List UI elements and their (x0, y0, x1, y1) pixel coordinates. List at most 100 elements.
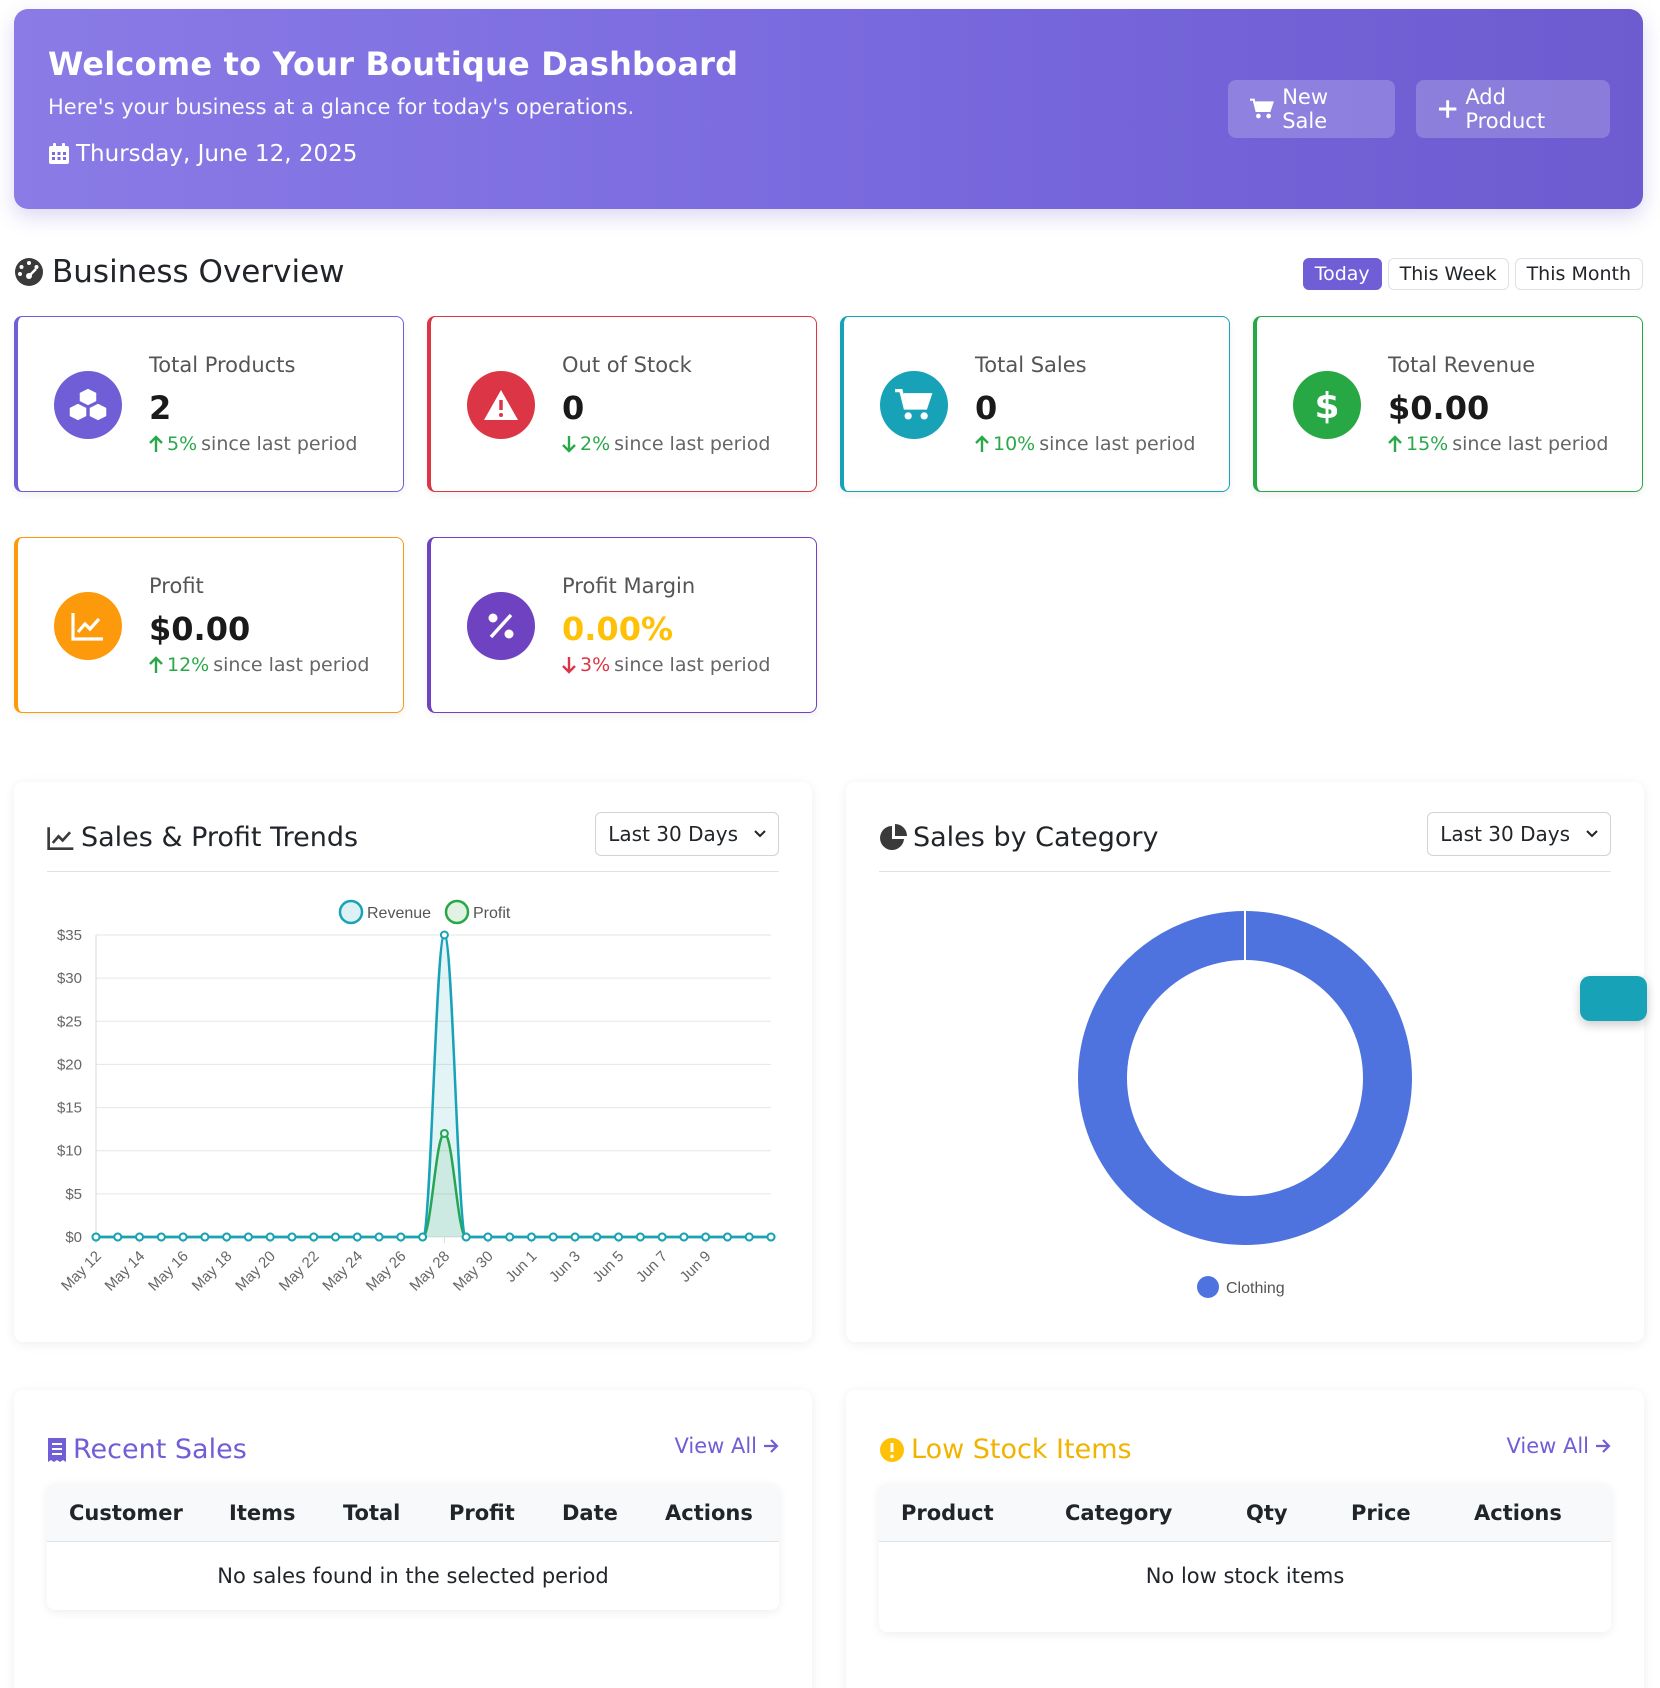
stat-change: 10% since last period (975, 433, 1195, 455)
trends-title: Sales & Profit Trends (47, 822, 358, 853)
chart-line-icon (47, 826, 74, 850)
chevron-down-icon (1586, 830, 1598, 838)
data-point-revenue (744, 1232, 754, 1242)
low-stock-title-text: Low Stock Items (911, 1434, 1132, 1465)
category-panel: Sales by Category Last 30 Days Clothing (846, 782, 1644, 1342)
stat-label: Out of Stock (562, 353, 692, 377)
low-stock-table: Product Category Qty Price Actions No lo… (879, 1484, 1611, 1632)
y-tick-label: $5 (65, 1186, 82, 1203)
data-point-revenue (722, 1232, 732, 1242)
x-tick-label: May 26 (363, 1248, 410, 1295)
legend-marker-profit (444, 899, 470, 925)
cart-icon (895, 389, 933, 420)
column-header: Customer (69, 1501, 183, 1525)
add-product-button[interactable]: Add Product (1416, 80, 1610, 138)
stat-change-value: 15% (1406, 433, 1449, 455)
low-stock-title: Low Stock Items (879, 1434, 1132, 1465)
add-product-label: Add Product (1465, 85, 1546, 133)
new-sale-button[interactable]: New Sale (1228, 80, 1395, 138)
data-point-revenue (483, 1232, 493, 1242)
stat-card-profit-margin: Profit Margin 0.00% 3% since last period (427, 537, 817, 713)
x-tick-label: May 14 (102, 1248, 149, 1295)
column-header: Price (1351, 1501, 1411, 1525)
stat-card-out-of-stock: Out of Stock 0 2% since last period (427, 316, 817, 492)
table-header: Product Category Qty Price Actions (879, 1484, 1611, 1542)
cubes-icon (68, 387, 108, 422)
data-point-revenue (374, 1232, 384, 1242)
legend-label-clothing: Clothing (1226, 1280, 1285, 1297)
x-tick-label: Jun 5 (589, 1248, 627, 1286)
page-subtitle: Here's your business at a glance for tod… (48, 95, 635, 119)
category-donut-chart: Clothing (1078, 911, 1412, 1298)
data-point-revenue (526, 1232, 536, 1242)
stat-icon-circle (880, 371, 948, 439)
chevron-down-icon (754, 830, 766, 838)
category-title: Sales by Category (879, 822, 1158, 853)
x-tick-label: May 18 (189, 1248, 236, 1295)
welcome-banner: Welcome to Your Boutique Dashboard Here'… (14, 9, 1643, 209)
data-point-revenue (309, 1232, 319, 1242)
empty-state-text: No sales found in the selected period (217, 1564, 609, 1588)
x-tick-label: May 28 (406, 1248, 453, 1295)
svg-text:$: $ (1314, 386, 1339, 425)
data-point-revenue (135, 1232, 145, 1242)
arrow-up-icon (975, 435, 989, 452)
data-point-revenue (614, 1232, 624, 1242)
stat-change-text: since last period (213, 654, 370, 676)
current-date-text: Thursday, June 12, 2025 (76, 141, 358, 167)
data-point-revenue (548, 1232, 558, 1242)
data-point-revenue (243, 1232, 253, 1242)
stat-change-value: 12% (167, 654, 210, 676)
column-header: Actions (1474, 1501, 1562, 1525)
tab-this-week[interactable]: This Week (1387, 258, 1509, 290)
stat-change-text: since last period (614, 433, 771, 455)
donut-slice-clothing (1078, 911, 1412, 1245)
data-point-revenue (592, 1232, 602, 1242)
stat-card-total-products: Total Products 2 5% since last period (14, 316, 404, 492)
column-header: Total (343, 1501, 401, 1525)
pie-chart-icon (880, 823, 907, 850)
plus-icon (1438, 100, 1457, 118)
warning-icon (484, 390, 518, 420)
arrow-right-icon (1596, 1439, 1611, 1453)
data-point-revenue (265, 1232, 275, 1242)
series-line-revenue (95, 933, 771, 1239)
stat-value: 0 (562, 389, 585, 427)
cart-icon (1250, 98, 1274, 119)
column-header: Actions (665, 1501, 753, 1525)
x-tick-label: Jun 9 (677, 1248, 715, 1286)
category-range-value: Last 30 Days (1440, 822, 1570, 846)
current-date: Thursday, June 12, 2025 (48, 141, 357, 167)
recent-sales-view-all-link[interactable]: View All (674, 1434, 779, 1458)
stat-change-value: 10% (993, 433, 1036, 455)
category-range-select[interactable]: Last 30 Days (1427, 812, 1611, 856)
y-tick-label: $20 (57, 1056, 82, 1073)
x-tick-label: May 16 (145, 1248, 192, 1295)
trends-panel: Sales & Profit Trends Last 30 Days $0 $5 $… (14, 782, 812, 1342)
data-point-revenue (396, 1232, 406, 1242)
stat-card-profit: Profit $0.00 12% since last period (14, 537, 404, 713)
data-point-revenue (287, 1232, 297, 1242)
table-header: Customer Items Total Profit Date Actions (47, 1484, 779, 1542)
receipt-icon (48, 1437, 66, 1462)
stat-card-total-sales: Total Sales 0 10% since last period (840, 316, 1230, 492)
trends-range-select[interactable]: Last 30 Days (595, 812, 779, 856)
y-tick-label: $25 (57, 1013, 82, 1030)
low-stock-view-all-link[interactable]: View All (1506, 1434, 1611, 1458)
data-point-revenue (156, 1232, 166, 1242)
recent-sales-panel: Recent Sales View All Customer Items Tot… (14, 1390, 812, 1688)
stat-label: Profit (149, 574, 204, 598)
column-header: Qty (1246, 1501, 1288, 1525)
floating-action-button[interactable] (1580, 976, 1647, 1021)
stat-label: Total Sales (975, 353, 1087, 377)
data-point-revenue (418, 1232, 428, 1242)
legend-label-revenue: Revenue (367, 905, 431, 922)
low-stock-panel: Low Stock Items View All Product Categor… (846, 1390, 1644, 1688)
tab-today[interactable]: Today (1302, 258, 1382, 290)
stat-change-value: 3% (580, 654, 611, 676)
stat-value: 0 (975, 389, 998, 427)
trends-panel-header: Sales & Profit Trends Last 30 Days (47, 812, 779, 872)
tab-this-month[interactable]: This Month (1514, 258, 1643, 290)
data-point-revenue (570, 1232, 580, 1242)
